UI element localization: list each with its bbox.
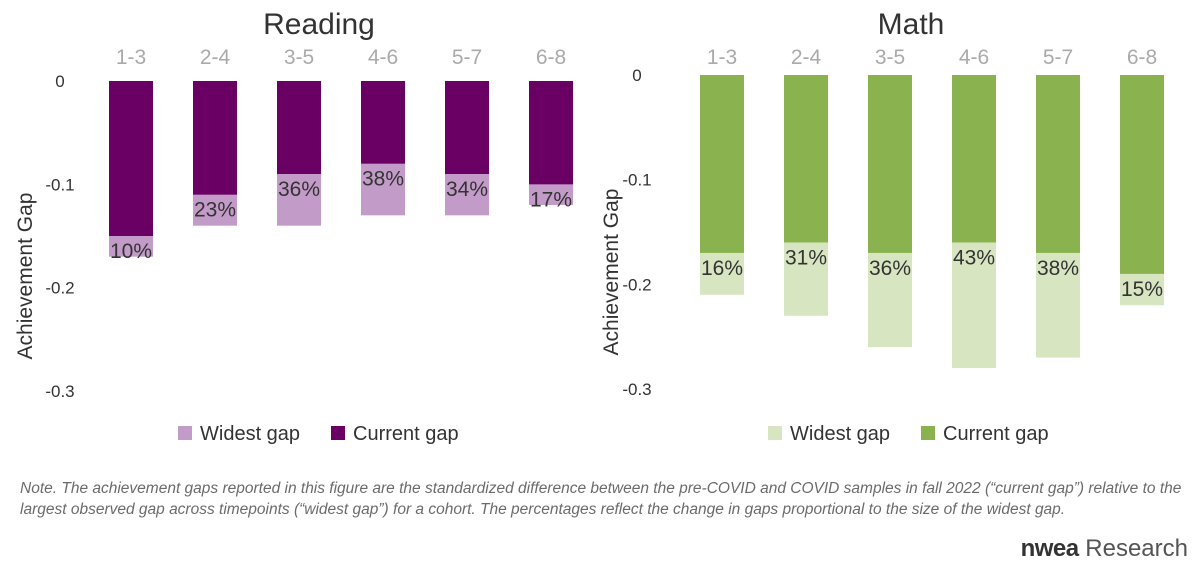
legend-swatch-widest-gap: [178, 426, 192, 440]
math-chart-panel: Math Achievement Gap 0 -0.1 -0.2 -0.3 1-3 16% 2-…: [600, 0, 1200, 460]
data-label: 38%: [362, 168, 404, 191]
data-label: 31%: [785, 246, 827, 269]
category-label: 1-3: [707, 46, 737, 69]
category-label: 3-5: [284, 46, 314, 69]
data-label: 34%: [446, 178, 488, 201]
category-label: 5-7: [1043, 46, 1073, 69]
category-label: 3-5: [875, 46, 905, 69]
category-label: 4-6: [959, 46, 989, 69]
category-label: 4-6: [368, 46, 398, 69]
current-gap-bar: [868, 75, 912, 253]
y-axis-label: Achievement Gap: [14, 193, 37, 360]
current-gap-bar: [361, 81, 405, 164]
data-label: 23%: [194, 199, 236, 222]
legend-label-widest-gap: Widest gap: [200, 423, 300, 445]
y-tick-label: 0: [55, 72, 64, 91]
current-gap-bar: [1120, 75, 1164, 274]
data-label: 36%: [869, 257, 911, 280]
legend-label-current-gap: Current gap: [943, 423, 1049, 445]
data-label: 43%: [953, 246, 995, 269]
legend-swatch-current-gap: [331, 426, 345, 440]
y-tick-label: -0.3: [622, 380, 651, 399]
data-label: 16%: [701, 257, 743, 280]
logo-text: Research: [1078, 535, 1188, 562]
legend-label-current-gap: Current gap: [353, 423, 459, 445]
category-label: 6-8: [1127, 46, 1157, 69]
data-label: 38%: [1037, 257, 1079, 280]
figure-note: Note. The achievement gaps reported in t…: [20, 480, 1182, 518]
current-gap-bar: [952, 75, 996, 243]
y-tick-label: -0.3: [45, 382, 74, 401]
data-label: 10%: [110, 240, 152, 263]
current-gap-bar: [109, 81, 153, 236]
category-label: 2-4: [791, 46, 822, 69]
category-label: 5-7: [452, 46, 482, 69]
current-gap-bar: [445, 81, 489, 174]
reading-chart-panel: Reading Achievement Gap 0 -0.1 -0.2 -0.3 1-3 10…: [0, 0, 600, 460]
chart-title: Math: [878, 8, 945, 41]
reading-chart: Reading Achievement Gap 0 -0.1 -0.2 -0.3 1-3 10…: [14, 8, 573, 445]
legend-swatch-current-gap: [921, 426, 935, 440]
current-gap-bar: [277, 81, 321, 174]
y-tick-label: -0.1: [45, 175, 74, 194]
chart-title: Reading: [263, 8, 375, 41]
y-tick-label: -0.1: [622, 171, 651, 190]
y-axis-label: Achievement Gap: [600, 189, 623, 356]
logo-mark: nwea: [1020, 535, 1080, 562]
current-gap-bar: [193, 81, 237, 195]
category-label: 2-4: [200, 46, 231, 69]
current-gap-bar: [529, 81, 573, 185]
current-gap-bar: [784, 75, 828, 243]
y-tick-label: 0: [632, 66, 641, 85]
category-label: 6-8: [536, 46, 566, 69]
y-tick-label: -0.2: [622, 275, 651, 294]
legend: Widest gap Current gap: [178, 423, 459, 445]
y-tick-label: -0.2: [45, 279, 74, 298]
legend-swatch-widest-gap: [768, 426, 782, 440]
data-label: 36%: [278, 178, 320, 201]
legend: Widest gap Current gap: [768, 423, 1049, 445]
category-label: 1-3: [116, 46, 146, 69]
current-gap-bar: [1036, 75, 1080, 253]
data-label: 17%: [530, 188, 572, 211]
math-chart: Math Achievement Gap 0 -0.1 -0.2 -0.3 1-3 16% 2-…: [600, 8, 1164, 445]
nwea-research-logo: nwea Research: [1021, 536, 1188, 562]
data-label: 15%: [1121, 278, 1163, 301]
legend-label-widest-gap: Widest gap: [790, 423, 890, 445]
current-gap-bar: [700, 75, 744, 253]
